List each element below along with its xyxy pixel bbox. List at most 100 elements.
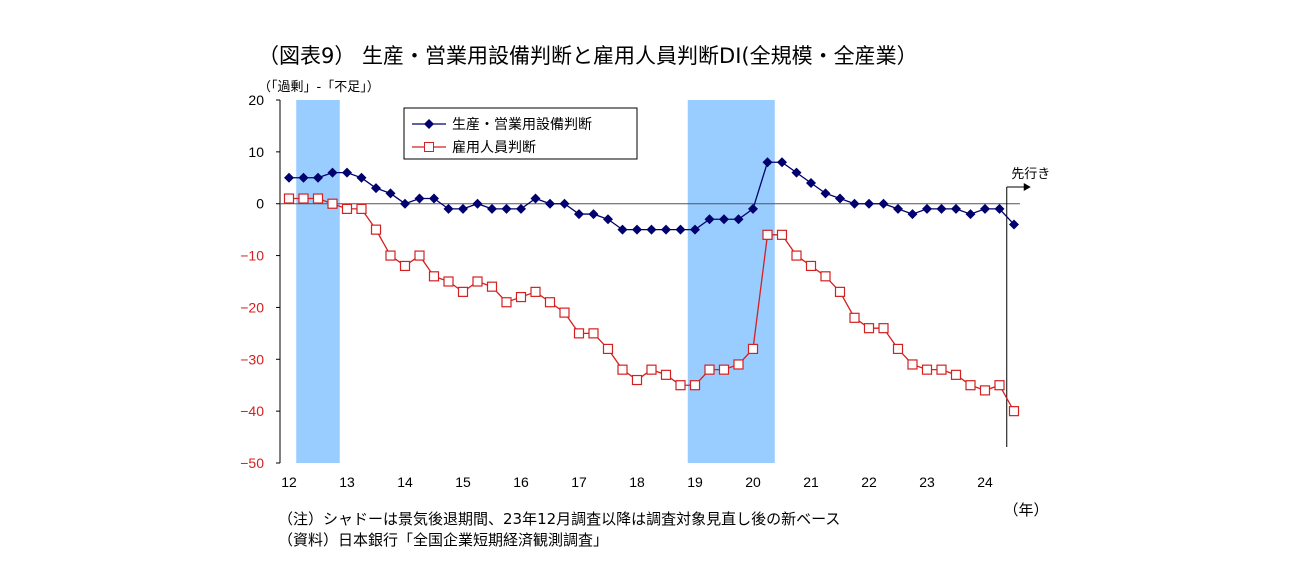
x-tick-label: 13 <box>339 474 355 490</box>
data-point-square <box>370 224 382 235</box>
x-tick-label: 14 <box>397 474 413 490</box>
data-point-square <box>588 328 599 339</box>
data-point-square <box>747 343 759 355</box>
data-point-square <box>472 276 483 287</box>
data-point-diamond <box>588 209 599 220</box>
data-point-diamond <box>864 198 874 209</box>
data-point-square <box>950 369 962 380</box>
data-point-square <box>863 323 875 334</box>
data-point-square <box>312 193 324 204</box>
data-point-diamond <box>1009 219 1019 230</box>
data-point-square <box>675 380 686 391</box>
data-point-square <box>936 364 947 375</box>
data-point-square <box>689 380 701 391</box>
data-point-diamond <box>661 224 671 235</box>
data-point-square <box>878 323 889 334</box>
data-point-diamond <box>777 157 787 168</box>
data-point-square <box>602 343 614 355</box>
data-point-square <box>1008 406 1020 417</box>
data-point-square <box>907 359 918 370</box>
x-tick-label: 21 <box>803 474 819 490</box>
data-point-diamond <box>980 203 990 214</box>
data-point-square <box>704 364 715 375</box>
data-point-square <box>327 198 338 209</box>
data-point-diamond <box>313 172 323 183</box>
x-tick-label: 20 <box>745 474 761 490</box>
data-point-square <box>399 260 411 272</box>
data-point-square <box>385 250 396 261</box>
y-tick-label: 10 <box>248 144 264 160</box>
data-point-square <box>559 307 570 318</box>
data-point-diamond <box>414 193 425 204</box>
data-point-square <box>965 380 976 391</box>
data-point-diamond <box>458 203 468 214</box>
recession-shading <box>687 100 775 463</box>
y-axis-label: （「過剰」-「不足」） <box>258 80 380 95</box>
data-point-diamond <box>400 198 410 209</box>
x-axis-label: （年） <box>1003 501 1048 519</box>
data-point-diamond <box>733 214 744 225</box>
y-tick-label: 20 <box>248 92 264 108</box>
data-point-diamond <box>472 198 483 209</box>
data-point-square <box>820 271 831 282</box>
data-point-diamond <box>371 183 381 194</box>
data-point-diamond <box>646 224 657 235</box>
x-tick-label: 24 <box>977 474 993 490</box>
data-point-diamond <box>849 198 860 209</box>
legend-box <box>403 107 638 160</box>
series-line-0 <box>289 161 1015 231</box>
forecast-arrowhead-icon <box>1023 183 1031 191</box>
data-point-diamond <box>719 214 729 225</box>
data-point-diamond <box>835 193 845 204</box>
y-tick-label: 0 <box>256 196 264 212</box>
chart-title: （図表9） 生産・営業用設備判断と雇用人員判断DI(全規模・全産業） <box>258 44 918 68</box>
data-point-diamond <box>516 203 526 214</box>
data-point-diamond <box>791 167 802 178</box>
legend-marker-square <box>424 142 434 152</box>
data-point-square <box>298 193 309 204</box>
data-point-square <box>631 374 643 386</box>
legend-label: 雇用人員判断 <box>452 139 536 156</box>
data-point-diamond <box>298 172 309 183</box>
data-point-diamond <box>878 198 889 209</box>
data-point-diamond <box>806 177 816 188</box>
x-tick-label: 16 <box>513 474 529 490</box>
data-point-diamond <box>922 203 932 214</box>
data-point-diamond <box>704 214 715 225</box>
data-point-diamond <box>545 198 555 209</box>
data-point-square <box>718 364 730 375</box>
note-shading: （注）シャドーは景気後退期間、23年12月調査以降は調査対象見直し後の新ベース <box>278 510 841 528</box>
data-point-square <box>486 281 498 292</box>
data-point-diamond <box>936 203 947 214</box>
forecast-label: 先行き <box>1011 167 1050 182</box>
data-point-square <box>341 203 353 214</box>
data-point-diamond <box>893 203 903 214</box>
data-point-diamond <box>501 203 512 214</box>
data-point-square <box>805 260 817 272</box>
data-point-square <box>617 364 628 375</box>
data-point-square <box>414 250 425 261</box>
data-point-square <box>733 359 744 370</box>
x-tick-label: 23 <box>919 474 935 490</box>
data-point-square <box>791 250 802 261</box>
data-point-square <box>428 271 440 282</box>
data-point-diamond <box>284 172 294 183</box>
data-point-square <box>544 297 556 308</box>
data-point-square <box>530 286 541 297</box>
data-point-square <box>515 291 527 303</box>
note-source: （資料）日本銀行「全国企業短期経済観測調査」 <box>278 531 609 549</box>
data-point-diamond <box>994 203 1005 214</box>
recession-shading <box>296 100 340 463</box>
data-point-diamond <box>327 167 338 178</box>
y-tick-label: −40 <box>240 403 264 419</box>
data-point-square <box>921 364 933 375</box>
data-point-diamond <box>356 172 367 183</box>
y-tick-label: −50 <box>240 455 264 471</box>
data-point-square <box>979 385 991 396</box>
y-tick-label: −20 <box>240 299 264 315</box>
data-point-diamond <box>342 167 352 178</box>
data-point-diamond <box>675 224 686 235</box>
data-point-square <box>646 364 657 375</box>
